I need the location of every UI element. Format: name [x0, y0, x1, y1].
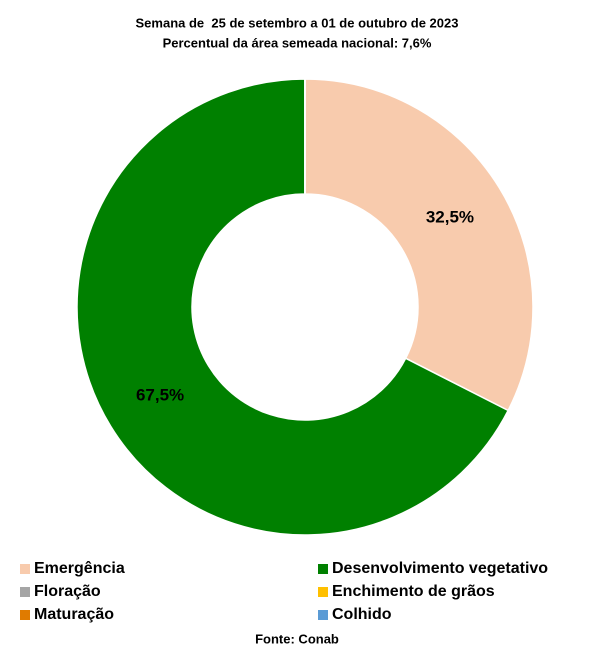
legend-label: Emergência [34, 560, 125, 577]
legend-marker [318, 610, 328, 620]
data-label: 67,5% [136, 385, 184, 404]
donut-slice [76, 78, 510, 536]
legend-marker [20, 610, 30, 620]
donut-slice [304, 78, 534, 412]
legend-marker [20, 587, 30, 597]
legend-label: Maturação [34, 606, 114, 623]
legend-marker [318, 587, 328, 597]
legend-label: Desenvolvimento vegetativo [332, 560, 548, 577]
chart-subtitle: Percentual da área semeada nacional: 7,6… [163, 35, 432, 50]
legend-marker [318, 564, 328, 574]
data-label: 32,5% [426, 208, 474, 227]
chart-title: Semana de 25 de setembro a 01 de outubro… [136, 15, 459, 30]
legend-label: Colhido [332, 606, 392, 623]
source-note: Fonte: Conab [255, 631, 339, 646]
legend-label: Enchimento de grãos [332, 583, 495, 600]
legend-marker [20, 564, 30, 574]
legend-label: Floração [34, 583, 101, 600]
